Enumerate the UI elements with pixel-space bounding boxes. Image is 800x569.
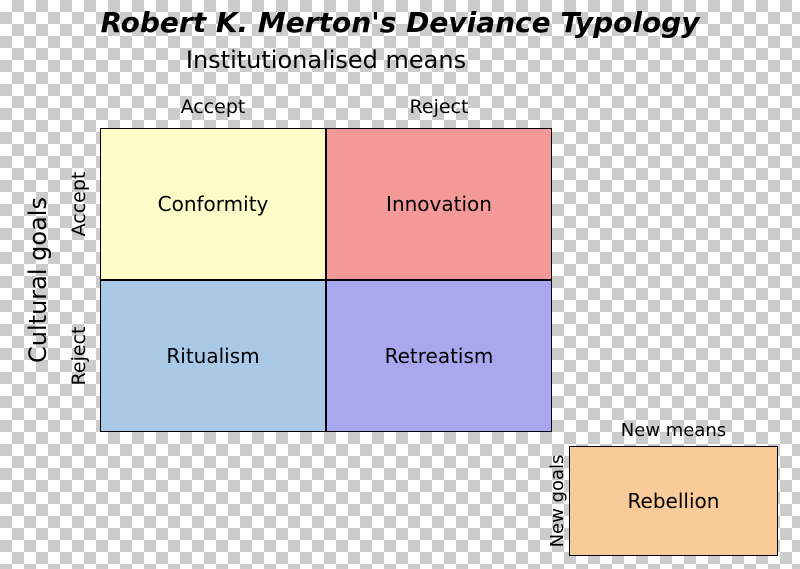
cell-label: Innovation [386, 192, 492, 216]
cell-rebellion: Rebellion [569, 446, 778, 556]
axis-left-reject: Reject [68, 280, 90, 432]
cell-rebellion-label: Rebellion [628, 489, 720, 513]
cell-innovation: Innovation [326, 128, 552, 280]
axis-top-main: Institutionalised means [100, 46, 552, 74]
diagram-title: Robert K. Merton's Deviance Typology [0, 6, 800, 39]
cell-label: Ritualism [166, 344, 259, 368]
axis-left-accept: Accept [68, 128, 90, 280]
diagram-canvas: Robert K. Merton's Deviance Typology Ins… [0, 0, 800, 569]
cell-ritualism: Ritualism [100, 280, 326, 432]
axis-top-accept: Accept [100, 96, 326, 118]
cell-label: Conformity [158, 192, 269, 216]
cell-label: Retreatism [385, 344, 494, 368]
rebellion-top-label: New means [569, 420, 778, 441]
axis-top-reject: Reject [326, 96, 552, 118]
axis-left-main: Cultural goals [24, 128, 52, 432]
rebellion-left-label: New goals [547, 446, 568, 556]
cell-retreatism: Retreatism [326, 280, 552, 432]
cell-conformity: Conformity [100, 128, 326, 280]
